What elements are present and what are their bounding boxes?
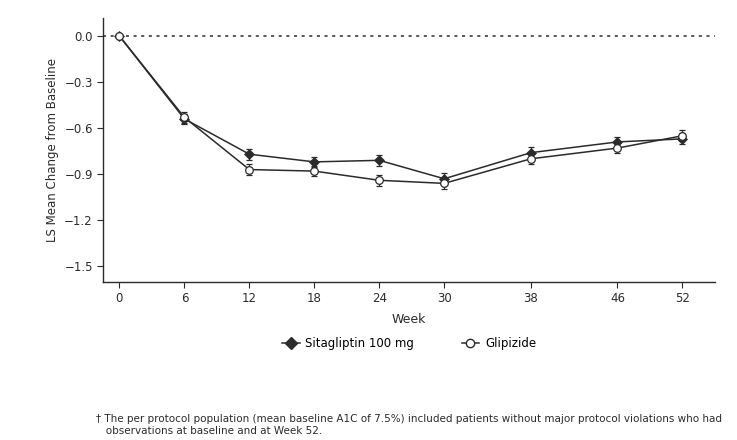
- X-axis label: Week: Week: [392, 313, 426, 326]
- Legend: Sitagliptin 100 mg, Glipizide: Sitagliptin 100 mg, Glipizide: [277, 333, 541, 355]
- Text: † The per protocol population (mean baseline A1C of 7.5%) included patients with: † The per protocol population (mean base…: [96, 414, 722, 436]
- Y-axis label: LS Mean Change from Baseline: LS Mean Change from Baseline: [46, 58, 58, 242]
